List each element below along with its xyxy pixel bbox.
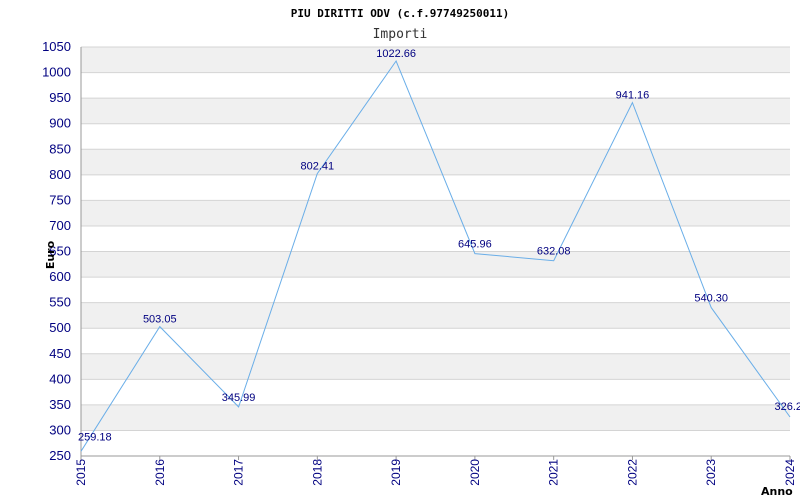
series-line (80, 59, 791, 452)
data-label: 941.16 (616, 90, 650, 102)
y-tick-label: 350 (49, 397, 71, 412)
x-tick-label: 2024 (783, 459, 797, 486)
y-tick-label: 300 (49, 422, 71, 437)
y-tick-label: 500 (49, 320, 71, 335)
y-tick-label: 600 (49, 269, 71, 284)
data-label: 503.05 (143, 314, 177, 326)
grid-lines (81, 46, 790, 457)
grid-band (81, 149, 790, 175)
chart-subtitle: Importi (373, 27, 428, 42)
y-tick-label: 450 (49, 346, 71, 361)
y-tick-label: 700 (49, 218, 71, 233)
y-tick-label: 1050 (42, 39, 71, 54)
x-tick-label: 2020 (468, 459, 482, 486)
y-tick-label: 550 (49, 295, 71, 310)
grid-band (81, 353, 790, 380)
x-tick-label: 2022 (625, 459, 639, 486)
data-label: 802.41 (301, 161, 335, 173)
data-label: 345.99 (222, 392, 256, 404)
y-tick-label: 250 (49, 448, 71, 463)
chart-title: PIU DIRITTI ODV (c.f.97749250011) (291, 7, 510, 20)
axes (80, 47, 791, 460)
x-tick-label: 2021 (547, 459, 561, 486)
x-tick-label: 2023 (704, 459, 718, 486)
grid-band (81, 98, 790, 124)
grid-band (81, 200, 790, 226)
y-tick-label: 750 (49, 192, 71, 207)
y-tick-label: 1000 (42, 65, 71, 80)
data-label: 645.96 (458, 239, 492, 251)
x-tick-label: 2018 (310, 459, 324, 486)
y-tick-label: 800 (49, 167, 71, 182)
data-label: 632.08 (537, 246, 571, 258)
x-axis-label: Anno (761, 485, 793, 498)
data-label: 1022.66 (376, 48, 416, 60)
x-tick-labels: 2015 2016 2017 2018 2019 2020 2021 2022 2023 2024 (74, 459, 797, 486)
x-tick-label: 2016 (153, 459, 167, 486)
y-tick-label: 400 (49, 371, 71, 386)
y-tick-label: 850 (49, 141, 71, 156)
y-axis-label: Euro (44, 240, 57, 269)
grid-band (81, 47, 790, 73)
grid-bands (81, 47, 790, 431)
grid-band (81, 302, 790, 329)
y-tick-label: 950 (49, 90, 71, 105)
y-tick-labels: 250 300 350 400 450 500 550 600 650 700 750 800 850 9… (42, 39, 71, 463)
x-tick-label: 2017 (232, 459, 246, 486)
data-label: 326.2 (774, 401, 800, 413)
data-label: 259.18 (78, 431, 112, 443)
data-labels: 259.18 503.05 345.99 802.41 1022.66 645.96 632… (78, 48, 800, 443)
grid-band (81, 251, 790, 278)
x-tick-label: 2015 (74, 459, 88, 486)
x-tick-label: 2019 (389, 459, 403, 486)
y-tick-label: 900 (49, 116, 71, 131)
data-label: 540.30 (694, 293, 728, 305)
y-tick-label: 650 (49, 244, 71, 259)
grid-band (81, 404, 790, 431)
